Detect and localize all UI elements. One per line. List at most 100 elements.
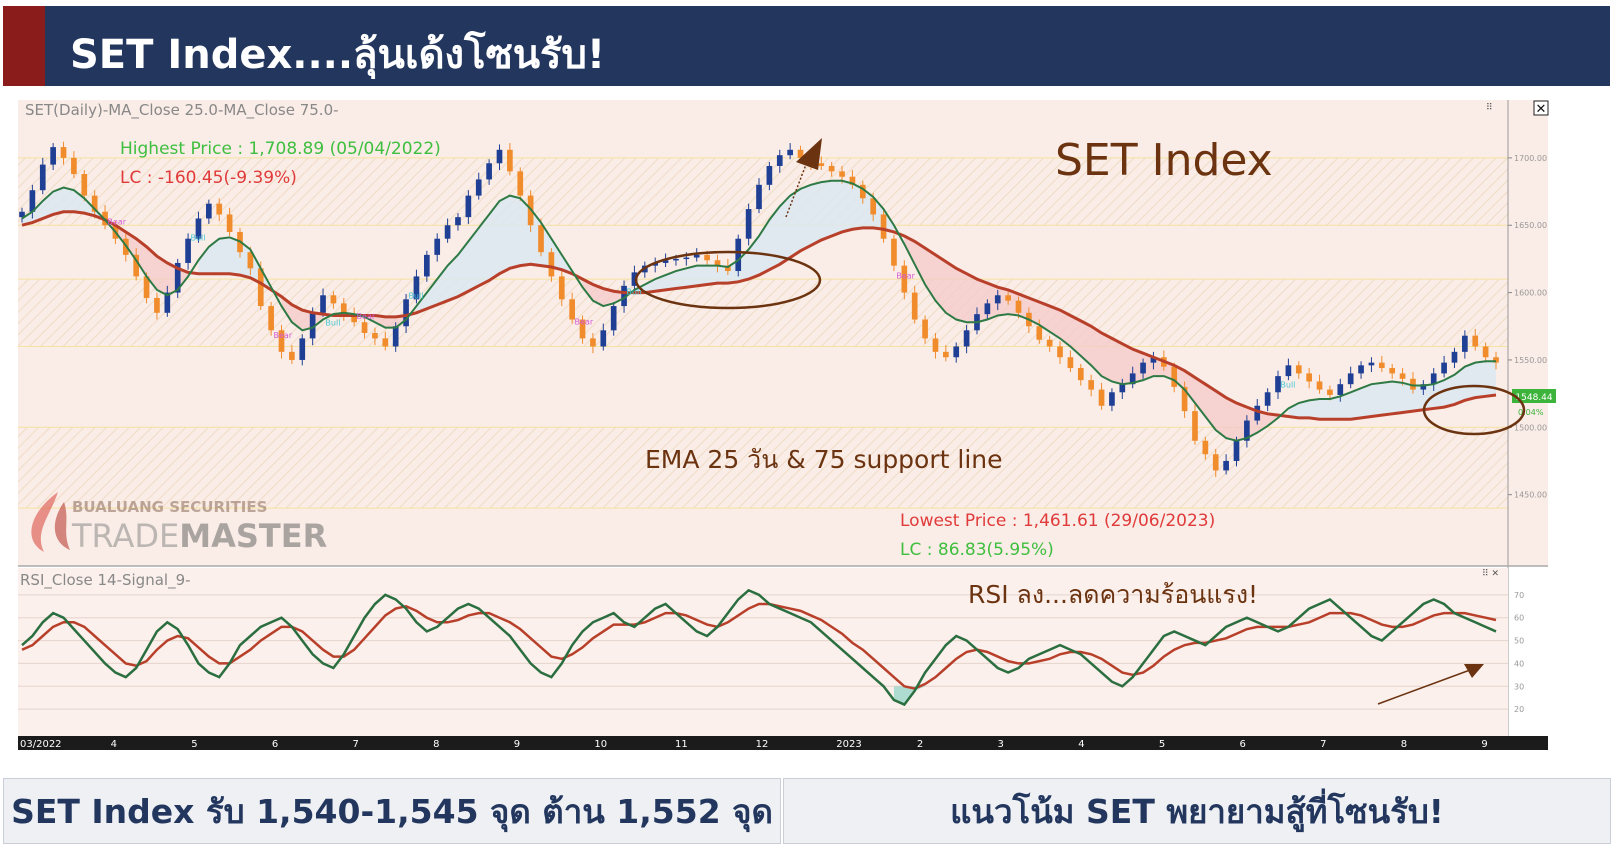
candle-body xyxy=(1275,376,1281,393)
support-resistance-summary: SET Index รับ 1,540-1,545 จุด ต้าน 1,552… xyxy=(11,791,773,831)
candle-body xyxy=(621,285,627,307)
candle-body xyxy=(1015,300,1022,313)
candle-body xyxy=(579,319,586,339)
candle-body xyxy=(548,252,555,277)
last-price-label: 1548.44 xyxy=(1515,393,1552,403)
rsi-oversold-fill xyxy=(893,686,926,705)
candle-body xyxy=(154,297,160,313)
candle-body xyxy=(1077,368,1084,381)
move-handle-icon[interactable]: ⠿ xyxy=(1486,102,1493,113)
ema25-line xyxy=(21,179,1496,442)
candle-body xyxy=(1462,335,1468,352)
candle-body xyxy=(1067,357,1074,369)
candle-body xyxy=(1410,378,1416,390)
candle-body xyxy=(216,203,223,215)
rsi-note: RSI ลง...ลดความร้อนแรง! xyxy=(968,580,1258,609)
candle-body xyxy=(683,257,690,260)
footer: SET Index รับ 1,540-1,545 จุด ต้าน 1,552… xyxy=(0,778,1614,848)
candle-body xyxy=(1202,440,1209,455)
candle-body xyxy=(60,147,67,158)
candle-body xyxy=(195,218,202,239)
candle-body xyxy=(953,346,960,358)
candle-body xyxy=(756,184,762,210)
candle-body xyxy=(29,190,36,212)
candle-body xyxy=(1098,389,1105,406)
bear-marker: Bear xyxy=(107,218,126,227)
candle-body xyxy=(71,157,77,175)
candle-body xyxy=(1192,411,1198,441)
candle-body xyxy=(631,272,638,286)
candle-body xyxy=(226,214,233,232)
candle-body xyxy=(745,209,752,239)
rsi-tick-label: 50 xyxy=(1514,637,1524,646)
footer-right-panel: แนวโน้ม SET พยายามสู้ที่โซนรับ! xyxy=(783,778,1611,844)
candle-body xyxy=(1399,373,1406,379)
candle-body xyxy=(1129,373,1136,385)
candle-body xyxy=(1482,346,1489,358)
candle-body xyxy=(558,276,565,300)
candle-body xyxy=(1389,368,1396,374)
candle-body xyxy=(1036,326,1043,340)
close-button[interactable] xyxy=(1533,100,1549,116)
candle-body xyxy=(1057,346,1063,358)
time-tick-label: 10 xyxy=(594,739,607,750)
bear-marker: Bear xyxy=(575,317,594,326)
bull-marker: Bull xyxy=(1280,380,1295,389)
trend-summary: แนวโน้ม SET พยายามสู้ที่โซนรับ! xyxy=(950,791,1444,831)
candle-body xyxy=(455,217,461,226)
candle-body xyxy=(1493,357,1499,363)
candle-body xyxy=(859,184,866,199)
candle-body xyxy=(1358,365,1364,374)
candle-body xyxy=(1119,384,1126,393)
time-tick-label: 9 xyxy=(1481,739,1487,750)
time-tick-label: 03/2022 xyxy=(20,739,62,750)
chart-title: SET Index xyxy=(1055,135,1273,186)
candle-body xyxy=(496,149,503,164)
candle-body xyxy=(828,165,835,172)
rsi-panel-controls-icon[interactable]: ⠿ ✕ xyxy=(1482,568,1499,579)
candle-body xyxy=(382,338,389,347)
candle-body xyxy=(1046,339,1053,347)
time-tick-label: 2 xyxy=(917,739,923,750)
candle-body xyxy=(1005,295,1011,301)
candle-body xyxy=(1181,386,1188,412)
candle-body xyxy=(1306,373,1312,382)
candle-body xyxy=(1472,335,1479,347)
candle-body xyxy=(1368,362,1375,366)
candle-body xyxy=(1264,392,1271,406)
time-tick-label: 9 xyxy=(514,739,520,750)
candle-body xyxy=(590,338,596,347)
ema-support-note: EMA 25 วัน & 75 support line xyxy=(645,445,1003,474)
watermark-trade: TRADE xyxy=(71,517,179,555)
candle-body xyxy=(1223,460,1229,471)
candle-body xyxy=(268,306,274,331)
bull-marker: Bull xyxy=(190,234,205,243)
candle-body xyxy=(164,292,171,313)
candle-body xyxy=(133,254,140,277)
time-tick-label: 12 xyxy=(756,739,769,750)
lowest-price-note: Lowest Price : 1,461.61 (29/06/2023) xyxy=(900,511,1215,531)
candle-body xyxy=(943,351,949,358)
candle-body xyxy=(1327,389,1333,395)
price-tick-label: 1700.00 xyxy=(1514,154,1547,163)
candle-body xyxy=(922,319,928,339)
footer-left-panel: SET Index รับ 1,540-1,545 จุด ต้าน 1,552… xyxy=(3,778,781,844)
price-panel-label: SET(Daily)-MA_Close 25.0-MA_Close 75.0- xyxy=(25,101,339,120)
time-tick-label: 8 xyxy=(433,739,439,750)
time-tick-label: 6 xyxy=(272,739,278,750)
candle-body xyxy=(486,163,492,180)
rsi-axis: 20 30 40 50 60 70 xyxy=(1514,591,1524,714)
candle-body xyxy=(91,195,98,212)
candle-body xyxy=(299,338,306,360)
candle-body xyxy=(507,149,513,172)
time-tick-label: 3 xyxy=(998,739,1004,750)
candle-body xyxy=(1378,362,1385,369)
last-price-tag xyxy=(1512,389,1556,403)
candle-body xyxy=(475,179,482,196)
candle-body xyxy=(351,314,358,323)
candle-body xyxy=(340,303,347,315)
header-bar xyxy=(45,6,1610,86)
bull-marker: Bull xyxy=(626,287,641,296)
candle-body xyxy=(984,303,991,315)
candle-body xyxy=(361,322,368,333)
